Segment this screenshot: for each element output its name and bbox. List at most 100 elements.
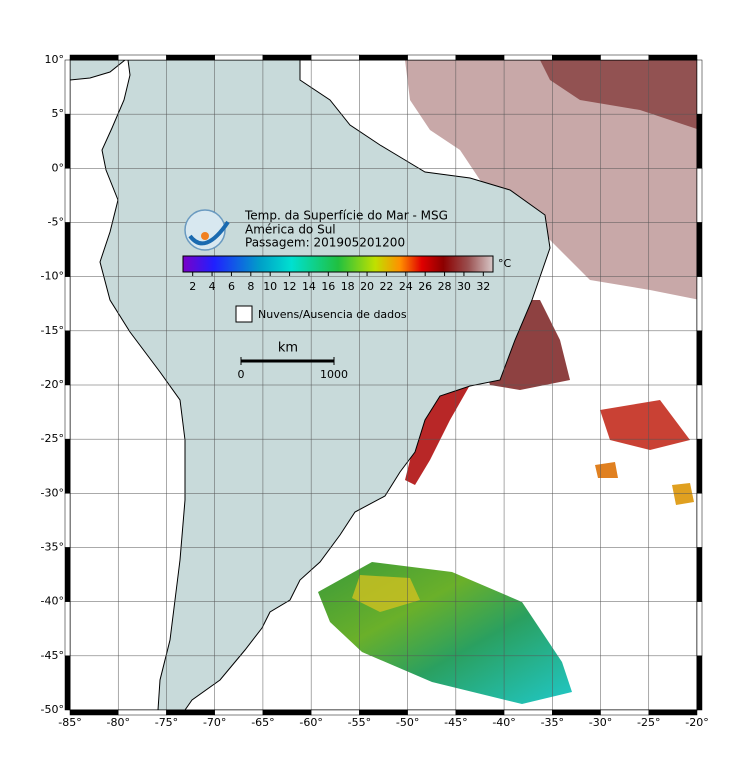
frame-bar xyxy=(455,54,505,61)
lon-tick-label: -50° xyxy=(396,716,419,729)
lon-tick-label: -45° xyxy=(444,716,467,729)
sst-south-warm xyxy=(352,575,420,612)
legend-label: Nuvens/Ausencia de dados xyxy=(258,308,407,321)
sst-offshore xyxy=(600,400,690,450)
lon-tick-label: -35° xyxy=(541,716,564,729)
frame-bar xyxy=(64,493,71,548)
map-body xyxy=(70,60,697,710)
frame-bar xyxy=(600,709,650,716)
lat-tick-label: -25° xyxy=(41,432,64,445)
title-line: Temp. da Superfície do Mar - MSG xyxy=(244,209,448,223)
lon-tick-label: -70° xyxy=(203,716,226,729)
central-america xyxy=(70,60,126,81)
lon-tick-label: -85° xyxy=(58,716,81,729)
frame-bar xyxy=(696,655,703,711)
colorbar-tick-label: 4 xyxy=(209,280,216,293)
lon-tick-label: -80° xyxy=(106,716,129,729)
frame-bar xyxy=(117,709,167,716)
lat-tick-label: -45° xyxy=(41,649,64,662)
frame-bar xyxy=(600,54,650,61)
lat-tick-label: -40° xyxy=(41,595,64,608)
frame-bar xyxy=(117,54,167,61)
lon-tick-label: -65° xyxy=(251,716,274,729)
scale-tick-label: 0 xyxy=(238,368,245,381)
scale-tick-label: 1000 xyxy=(320,368,348,381)
colorbar-tick-label: 32 xyxy=(476,280,490,293)
colorbar-tick-label: 20 xyxy=(360,280,374,293)
frame-bar xyxy=(64,655,71,711)
frame-bar xyxy=(696,168,703,223)
lon-tick-label: -20° xyxy=(685,716,708,729)
sst-hot-north xyxy=(540,60,697,129)
sst-patch xyxy=(672,483,694,505)
title-line: Passagem: 201905201200 xyxy=(245,236,405,250)
frame-bar xyxy=(64,113,71,169)
frame-bar xyxy=(69,54,119,61)
colorbar-unit: °C xyxy=(498,257,512,270)
lon-tick-label: -55° xyxy=(348,716,371,729)
lat-tick-label: 0° xyxy=(52,161,65,174)
lat-tick-label: -30° xyxy=(41,486,64,499)
colorbar-tick-label: 28 xyxy=(438,280,452,293)
frame-bar xyxy=(262,54,312,61)
frame-bar xyxy=(648,54,698,61)
frame-bar xyxy=(310,54,360,61)
frame-bar xyxy=(696,384,703,440)
colorbar-tick-label: 10 xyxy=(263,280,277,293)
frame-bar xyxy=(455,709,505,716)
frame-bar xyxy=(552,709,601,716)
frame-bar xyxy=(696,493,703,548)
frame-bar xyxy=(64,59,71,115)
lat-tick-label: -5° xyxy=(48,216,64,229)
logo-arrow xyxy=(188,220,230,246)
colorbar-tick-label: 14 xyxy=(302,280,316,293)
frame-bar xyxy=(64,438,71,494)
lon-tick-label: -30° xyxy=(589,716,612,729)
sst-warm-north xyxy=(405,60,697,300)
frame-bar xyxy=(696,547,703,602)
frame-bar xyxy=(696,276,703,332)
logo-dot xyxy=(201,232,209,240)
frame-bar xyxy=(648,709,698,716)
colorbar-tick-label: 16 xyxy=(321,280,335,293)
colorbar-tick-label: 22 xyxy=(379,280,393,293)
colorbar-tick-label: 30 xyxy=(457,280,471,293)
lat-tick-label: -35° xyxy=(41,541,64,554)
sst-coast-south xyxy=(405,385,470,485)
colorbar-tick-label: 18 xyxy=(341,280,355,293)
lon-tick-label: -40° xyxy=(492,716,515,729)
frame-bar xyxy=(503,54,553,61)
colorbar-tick-label: 12 xyxy=(283,280,297,293)
frame-bar xyxy=(214,709,264,716)
frame-bar xyxy=(214,54,264,61)
frame-bar xyxy=(552,54,601,61)
lat-tick-label: -20° xyxy=(41,378,64,391)
frame-bar xyxy=(359,54,408,61)
frame-bar xyxy=(407,709,457,716)
lon-tick-label: -25° xyxy=(637,716,660,729)
scale-unit: km xyxy=(278,341,298,356)
frame-bar xyxy=(696,438,703,494)
title-line: América do Sul xyxy=(245,223,336,237)
frame-bar xyxy=(166,54,215,61)
frame-bar xyxy=(503,709,553,716)
frame-bar xyxy=(359,709,408,716)
frame-bar xyxy=(696,113,703,169)
frame-bar xyxy=(696,601,703,657)
lat-tick-label: -10° xyxy=(41,270,64,283)
colorbar-tick-label: 2 xyxy=(189,280,196,293)
frame-bar xyxy=(262,709,312,716)
frame-bar xyxy=(64,330,71,386)
frame-bar xyxy=(64,384,71,440)
lat-tick-label: 10° xyxy=(45,53,65,66)
frame-bar xyxy=(64,276,71,332)
frame-bar xyxy=(69,709,119,716)
colorbar-tick-label: 24 xyxy=(399,280,413,293)
lat-tick-label: 5° xyxy=(52,107,65,120)
lon-tick-label: -75° xyxy=(155,716,178,729)
lon-tick-label: -60° xyxy=(299,716,322,729)
lat-tick-label: -50° xyxy=(41,703,64,716)
colorbar xyxy=(182,255,494,273)
frame-bar xyxy=(64,222,71,277)
